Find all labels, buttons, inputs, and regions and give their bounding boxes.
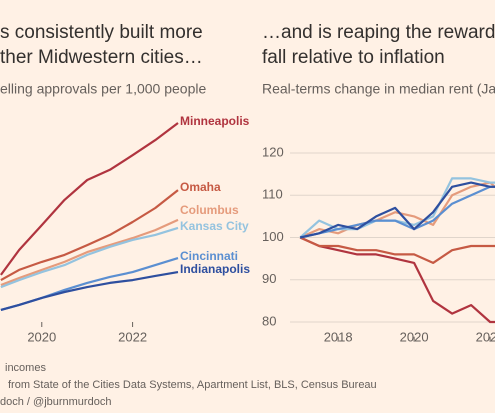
footer-source: from State of the Cities Data Systems, A…: [8, 379, 377, 391]
chart-title: s consistently built more: [0, 22, 203, 43]
chart-title: fall relative to inflation: [262, 47, 445, 68]
series-line: [299, 236, 495, 264]
series-line: [299, 181, 495, 239]
x-tick-label: 2020: [400, 329, 429, 344]
x-tick-label: 2020: [27, 329, 56, 344]
x-tick-label: 2022: [118, 329, 147, 344]
y-tick-label: 110: [262, 187, 283, 202]
y-tick-label: 80: [262, 313, 276, 328]
series-line: [0, 271, 179, 311]
series-label: Indianapolis: [180, 262, 250, 276]
series-line: [0, 122, 179, 276]
y-tick-label: 90: [262, 271, 276, 286]
chart-title: …and is reaping the rewards a: [262, 22, 495, 43]
footer-note: incomes: [5, 362, 46, 374]
chart-subtitle: Real-terms change in median rent (Jan: [262, 81, 495, 97]
series-label: Cincinnati: [180, 249, 238, 263]
x-tick-label: 2022: [476, 329, 495, 344]
series-line: [0, 226, 179, 289]
series-label: Kansas City: [180, 219, 249, 233]
series-label: Columbus: [180, 203, 239, 217]
series-line: [299, 236, 495, 324]
series-line: [299, 185, 495, 239]
chart-title: ther Midwestern cities…: [0, 47, 203, 68]
series-line: [299, 177, 495, 239]
y-tick-label: 100: [262, 229, 284, 244]
y-tick-label: 120: [262, 144, 284, 159]
series-line: [0, 218, 179, 287]
series-line: [299, 181, 495, 239]
footer-credit: doch / @jburnmurdoch: [0, 396, 111, 408]
series-label: Minneapolis: [180, 114, 250, 128]
x-tick-label: 2018: [324, 329, 353, 344]
chart-subtitle: elling approvals per 1,000 people: [0, 81, 206, 97]
series-line: [0, 189, 179, 282]
series-label: Omaha: [180, 180, 221, 194]
